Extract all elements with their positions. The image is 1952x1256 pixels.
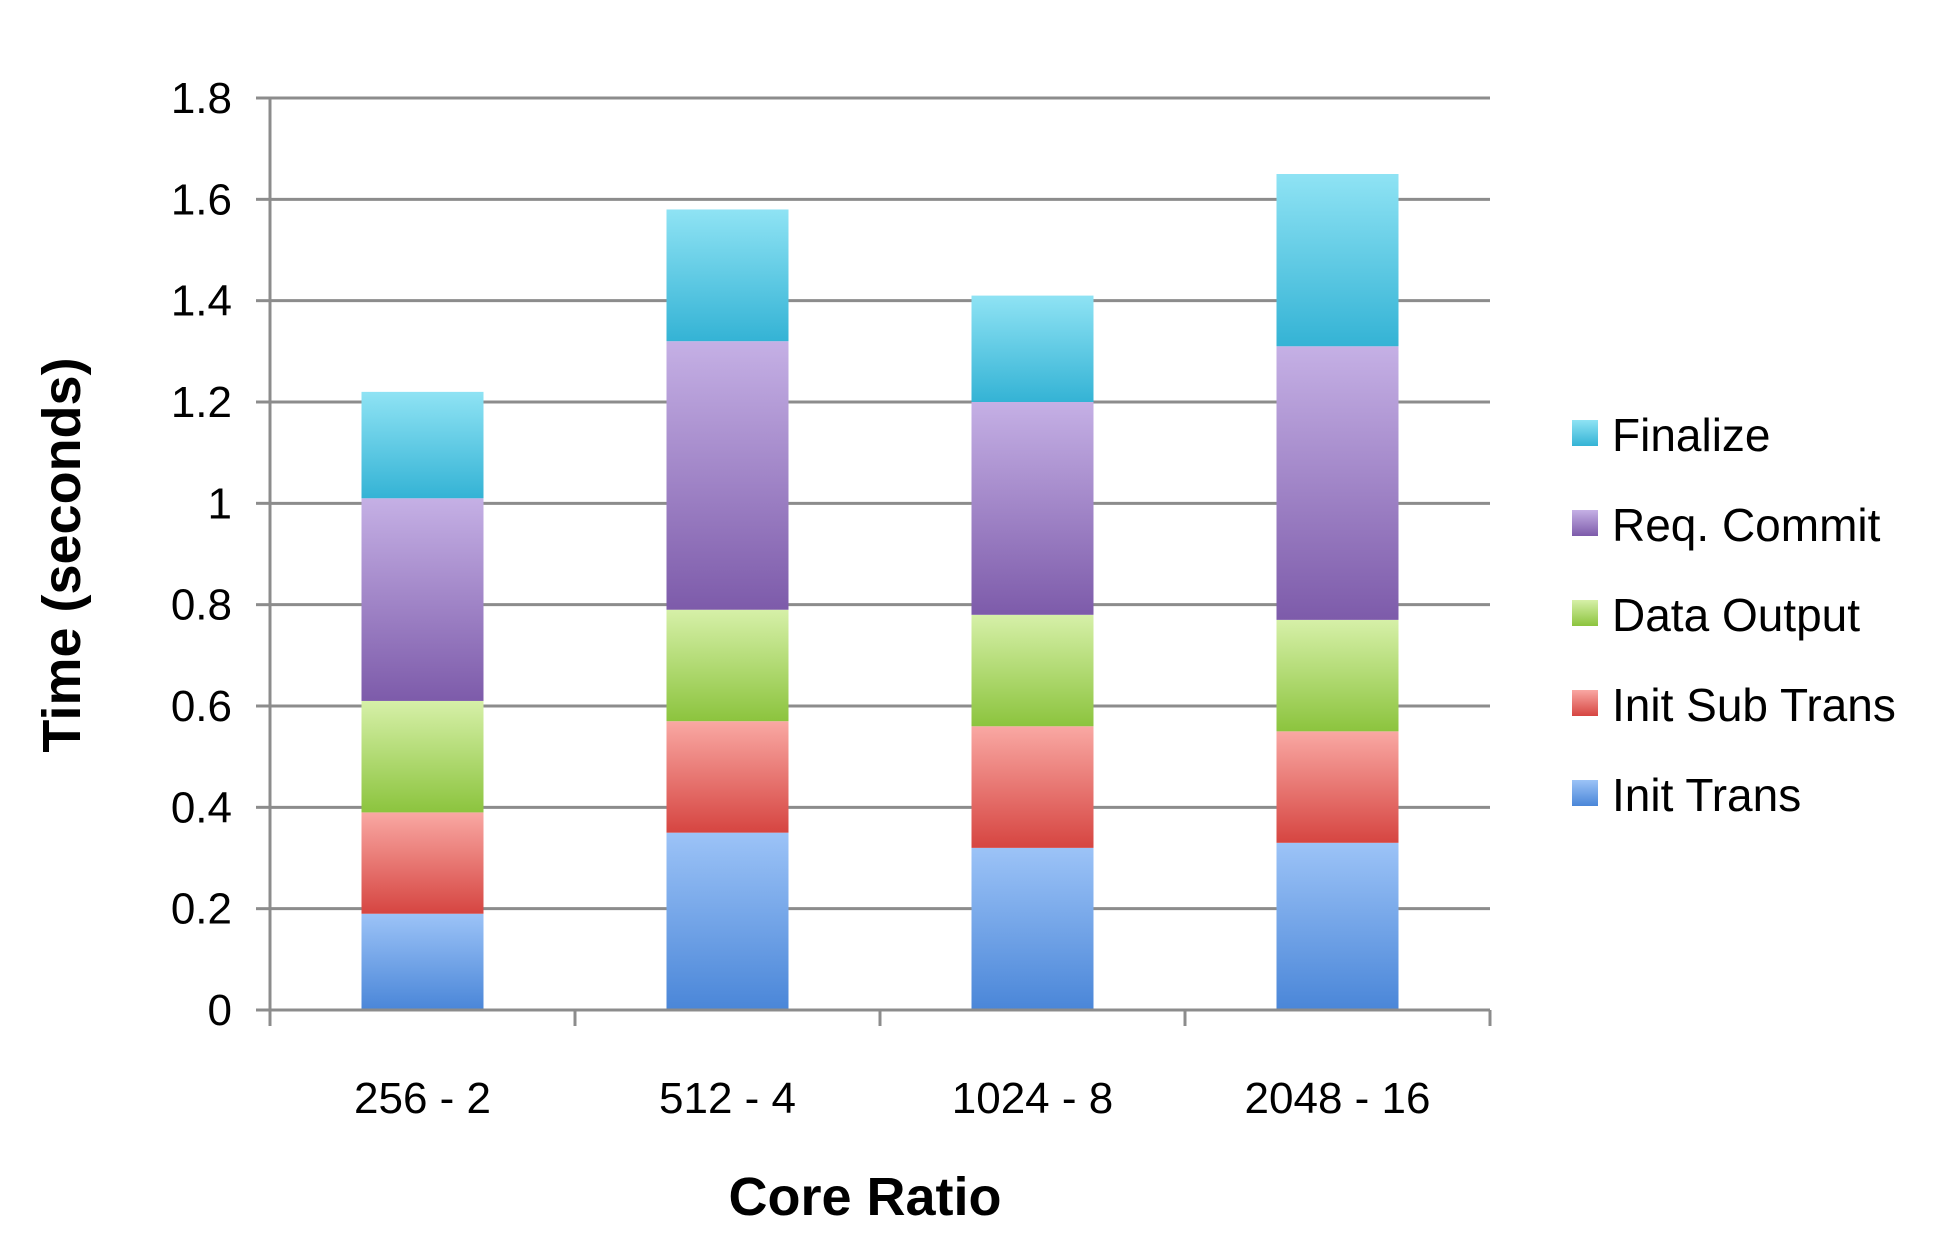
x-tick-label: 256 - 2 [354, 1074, 491, 1123]
y-tick-label: 0.2 [171, 885, 232, 934]
y-tick-label: 1 [208, 479, 232, 528]
bar-segment [666, 341, 789, 610]
bar-segment [1276, 619, 1399, 732]
legend-swatch [1572, 510, 1598, 536]
axes [256, 96, 1492, 1026]
tick-labels: 0 0.2 0.4 0.6 0.8 1 1.2 1.4 1.6 1.8 256 - 2 512 - 4… [171, 74, 1431, 1123]
bar-segment [971, 402, 1094, 615]
legend-label: Finalize [1612, 409, 1771, 461]
bar-segment [666, 609, 789, 722]
legend-swatch [1572, 420, 1598, 446]
y-axis-title: Time (seconds) [32, 357, 92, 752]
y-tick-label: 0 [208, 986, 232, 1035]
legend: Finalize Req. Commit Data Output Init Sub T… [1572, 409, 1896, 821]
legend-label: Data Output [1612, 589, 1860, 641]
bar-segment [971, 726, 1094, 848]
x-axis-title: Core Ratio [728, 1167, 1001, 1227]
legend-swatch [1572, 780, 1598, 806]
y-tick-label: 1.2 [171, 378, 232, 427]
bar-segment [666, 832, 789, 1010]
y-tick-label: 0.8 [171, 581, 232, 630]
y-tick-label: 1.4 [171, 277, 232, 326]
legend-swatch [1572, 600, 1598, 626]
y-tick-label: 0.6 [171, 682, 232, 731]
x-tick-label: 512 - 4 [659, 1074, 796, 1123]
y-tick-label: 0.4 [171, 783, 232, 832]
bar-segment [361, 498, 484, 701]
legend-label: Init Trans [1612, 769, 1801, 821]
bar-segment [361, 391, 484, 499]
bar-segment [361, 812, 484, 914]
x-tick-label: 1024 - 8 [952, 1074, 1113, 1123]
legend-label: Init Sub Trans [1612, 679, 1896, 731]
x-tick-label: 2048 - 16 [1245, 1074, 1431, 1123]
y-tick-label: 1.8 [171, 74, 232, 123]
bar-segment [361, 700, 484, 813]
bar-segment [1276, 174, 1399, 347]
bars [361, 174, 1399, 1010]
bar-segment [971, 847, 1094, 1010]
bar-segment [666, 721, 789, 833]
bar-segment [1276, 346, 1399, 620]
legend-swatch [1572, 690, 1598, 716]
bar-segment [1276, 842, 1399, 1010]
bar-segment [1276, 731, 1399, 843]
bar-segment [666, 209, 789, 342]
y-tick-label: 1.6 [171, 175, 232, 224]
bar-segment [361, 913, 484, 1010]
bar-segment [971, 295, 1094, 402]
bar-segment [971, 614, 1094, 727]
legend-label: Req. Commit [1612, 499, 1881, 551]
